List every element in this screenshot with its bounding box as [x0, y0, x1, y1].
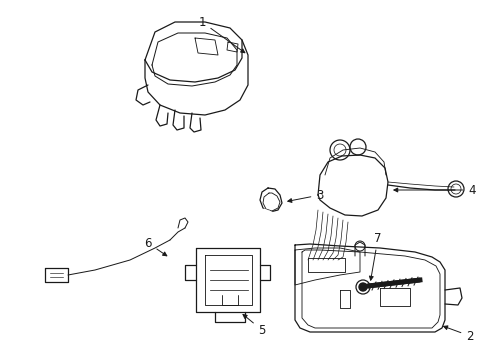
Text: 2: 2	[443, 326, 473, 342]
Text: 6: 6	[144, 237, 166, 256]
Text: 4: 4	[393, 184, 475, 197]
Text: 1: 1	[198, 15, 244, 53]
Circle shape	[358, 283, 366, 291]
Text: 5: 5	[243, 314, 265, 337]
Text: 3: 3	[287, 189, 323, 202]
Text: 7: 7	[368, 231, 381, 280]
